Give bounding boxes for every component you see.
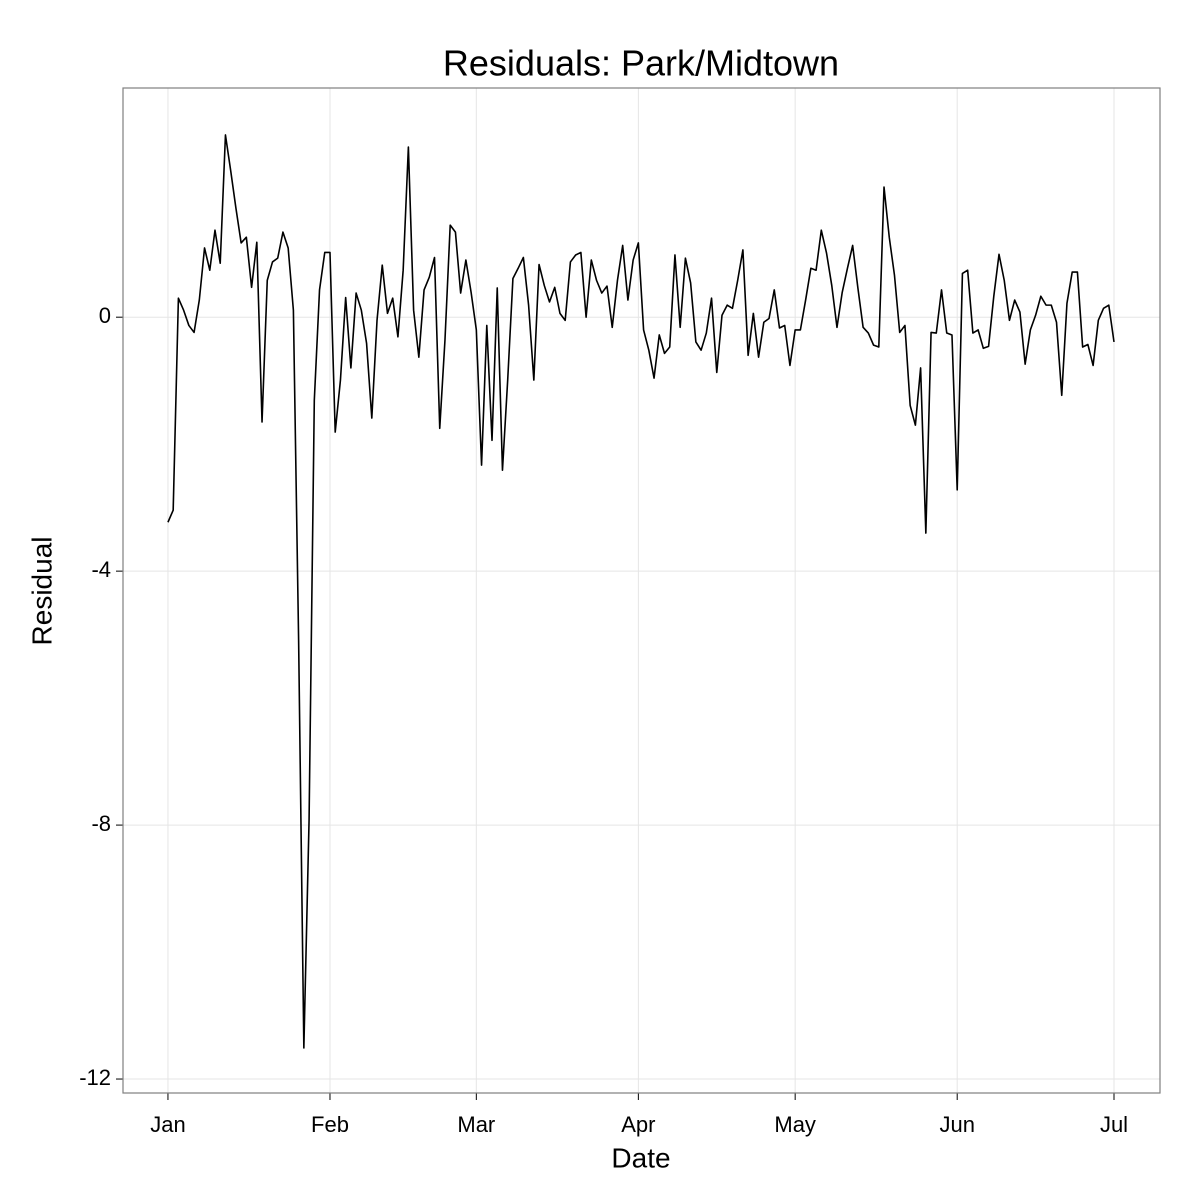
y-tick-label: 0 xyxy=(99,303,111,328)
x-tick-label: Feb xyxy=(311,1112,349,1137)
x-tick-label: Jul xyxy=(1100,1112,1128,1137)
y-axis-label: Residual xyxy=(26,537,57,646)
x-tick-label: Apr xyxy=(621,1112,655,1137)
x-tick-label: Jun xyxy=(939,1112,974,1137)
x-tick-label: May xyxy=(774,1112,816,1137)
x-tick-label: Mar xyxy=(457,1112,495,1137)
x-tick-label: Jan xyxy=(150,1112,185,1137)
plot-border xyxy=(122,87,1161,1094)
y-tick-label: -12 xyxy=(79,1065,111,1090)
y-tick-label: -8 xyxy=(91,811,111,836)
chart-title: Residuals: Park/Midtown xyxy=(443,43,839,84)
y-tick-label: -4 xyxy=(91,557,111,582)
x-axis-label: Date xyxy=(611,1142,670,1173)
data-line xyxy=(167,134,1115,1049)
